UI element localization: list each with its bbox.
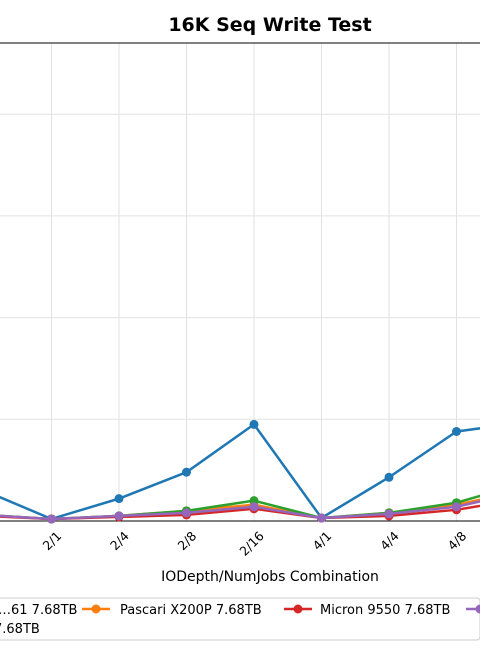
legend-label-3: Micron 9550 7.68TB [320, 603, 450, 618]
data-point [317, 513, 326, 523]
legend: …61 7.68TB Pascari X200P 7.68TB Micron 9… [0, 597, 480, 641]
data-point [249, 419, 259, 429]
data-point [47, 514, 56, 524]
legend-marker-3 [293, 604, 303, 614]
legend-entry-4 [466, 604, 480, 614]
data-point [182, 467, 191, 477]
series-line [0, 504, 480, 521]
legend-marker-2 [91, 604, 101, 614]
series-line [0, 423, 480, 521]
axes [0, 42, 480, 522]
legend-marker-4 [475, 604, 480, 614]
grid [0, 43, 480, 521]
data-point [452, 427, 461, 437]
series-layer [0, 419, 480, 524]
legend-label-2: Pascari X200P 7.68TB [120, 603, 262, 618]
legend-entry-3: Micron 9550 7.68TB [284, 603, 450, 618]
data-point [384, 472, 394, 482]
chart-title: 16K Seq Write Test [168, 14, 371, 36]
data-point [384, 509, 394, 519]
legend-entry-2: Pascari X200P 7.68TB [82, 603, 262, 618]
legend-label-1: …61 7.68TB [0, 603, 77, 618]
data-point [114, 511, 124, 521]
data-point [452, 502, 461, 512]
data-point [114, 494, 124, 504]
legend-entry-1: …61 7.68TB [0, 603, 77, 618]
series-line [0, 500, 480, 521]
data-point [182, 508, 191, 518]
legend-box [0, 597, 480, 641]
legend-label-wrap: 7.68TB [0, 622, 40, 637]
series-5 [0, 500, 480, 524]
data-point [249, 502, 259, 512]
x-axis-label: IODepth/NumJobs Combination [161, 569, 379, 585]
